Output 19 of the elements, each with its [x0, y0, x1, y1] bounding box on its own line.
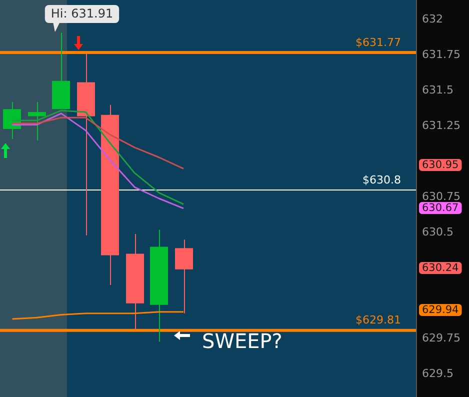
y-tick-label: 631.5 [422, 84, 454, 97]
text: 629.94 [422, 304, 460, 316]
annotation: SWEEP? [202, 329, 282, 354]
ref-line-label: $629.81 [356, 314, 401, 327]
y-tick-label: 630.75 [422, 190, 460, 203]
text: 630.67 [422, 202, 459, 214]
text: 630.95 [422, 159, 459, 172]
candlestick [175, 239, 193, 314]
y-tick-label: 630.5 [422, 225, 454, 238]
ref-line-label: $631.77 [356, 36, 401, 49]
y-tick-label: 631.25 [422, 119, 460, 132]
y-tick-label: 631.75 [422, 48, 460, 62]
y-tick-label: 632 [422, 12, 443, 26]
y-tick-label: 629.5 [422, 367, 454, 380]
y-tick-label: 629.75 [422, 332, 460, 345]
annotation: Hi: 631.91 [50, 6, 114, 21]
candlestick [28, 102, 46, 141]
text: 630.24 [422, 262, 460, 274]
ref-line-label: $630.8 [362, 173, 401, 186]
